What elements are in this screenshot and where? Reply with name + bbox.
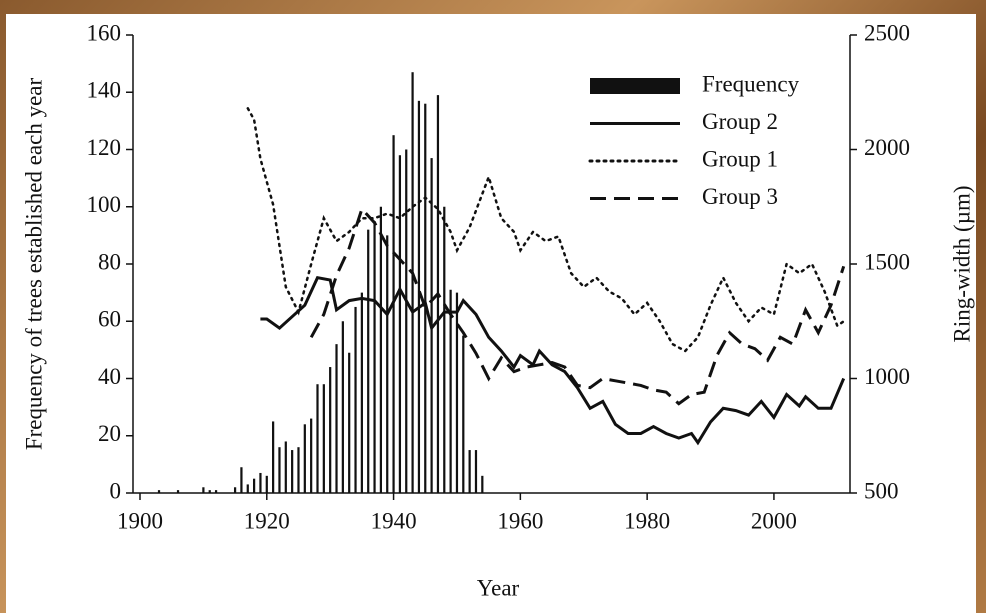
bar (367, 229, 370, 493)
y-axis-label: Frequency of trees established each year (21, 78, 46, 451)
y-tick-label: 80 (98, 249, 121, 274)
bar (468, 450, 471, 493)
bar (481, 475, 484, 493)
y-tick-label: 160 (87, 20, 122, 45)
legend-label: Group 1 (702, 146, 778, 171)
bar (278, 447, 281, 493)
bar (272, 421, 275, 493)
bar (157, 490, 161, 493)
bar (322, 384, 325, 493)
line-solid (260, 276, 846, 446)
y-tick-label: 60 (98, 307, 121, 332)
y-tick-label: 20 (98, 421, 121, 446)
bar (398, 155, 402, 493)
y2-tick-label: 1500 (864, 249, 910, 274)
y2-tick-label: 2500 (864, 20, 910, 45)
bar (246, 484, 249, 493)
bar (208, 490, 211, 493)
bar (297, 447, 300, 493)
bar (449, 289, 452, 493)
y-tick-label: 40 (98, 364, 121, 389)
x-axis-label: Year (477, 575, 520, 600)
legend-label: Frequency (702, 71, 800, 96)
bar (379, 206, 383, 493)
y2-axis-label: Ring-width (µm) (949, 186, 974, 343)
bar (341, 321, 344, 493)
bar (386, 235, 389, 493)
bar (462, 335, 465, 493)
y-tick-label: 140 (87, 78, 122, 103)
legend-label: Group 3 (702, 184, 778, 209)
bar (405, 149, 408, 493)
bar (417, 100, 421, 494)
x-tick-label: 1940 (371, 508, 417, 533)
x-tick-label: 1900 (117, 508, 163, 533)
bar (291, 450, 294, 493)
bar (316, 384, 319, 493)
bar (214, 490, 218, 493)
bar (240, 467, 243, 493)
bar (455, 292, 459, 493)
bar (202, 487, 205, 493)
y-tick-label: 100 (87, 192, 122, 217)
y2-tick-label: 1000 (864, 364, 910, 389)
bar (259, 472, 262, 493)
bar (443, 206, 446, 493)
bar (360, 292, 363, 493)
x-tick-label: 2000 (751, 508, 797, 533)
legend-swatch (590, 78, 680, 94)
bar (252, 478, 256, 493)
bar (310, 418, 313, 493)
bar (424, 103, 427, 493)
legend-label: Group 2 (702, 109, 778, 134)
bar (233, 487, 237, 493)
y-tick-label: 0 (110, 478, 122, 503)
bar (335, 344, 338, 493)
y2-tick-label: 500 (864, 478, 899, 503)
bar (176, 490, 180, 493)
bar (354, 306, 357, 493)
bar (474, 450, 478, 493)
y2-tick-label: 2000 (864, 135, 910, 160)
bar (348, 352, 351, 493)
x-tick-label: 1980 (624, 508, 670, 533)
line-dashed (309, 206, 846, 406)
bar (284, 441, 287, 493)
line-dotted (246, 107, 845, 353)
x-tick-label: 1960 (497, 508, 543, 533)
bar (411, 72, 414, 494)
bar (329, 367, 332, 493)
chart-panel (6, 14, 976, 613)
x-tick-label: 1920 (244, 508, 290, 533)
bar (373, 221, 376, 493)
bar (265, 475, 268, 493)
bar (392, 135, 395, 493)
y-tick-label: 120 (87, 135, 122, 160)
bar (303, 424, 306, 493)
